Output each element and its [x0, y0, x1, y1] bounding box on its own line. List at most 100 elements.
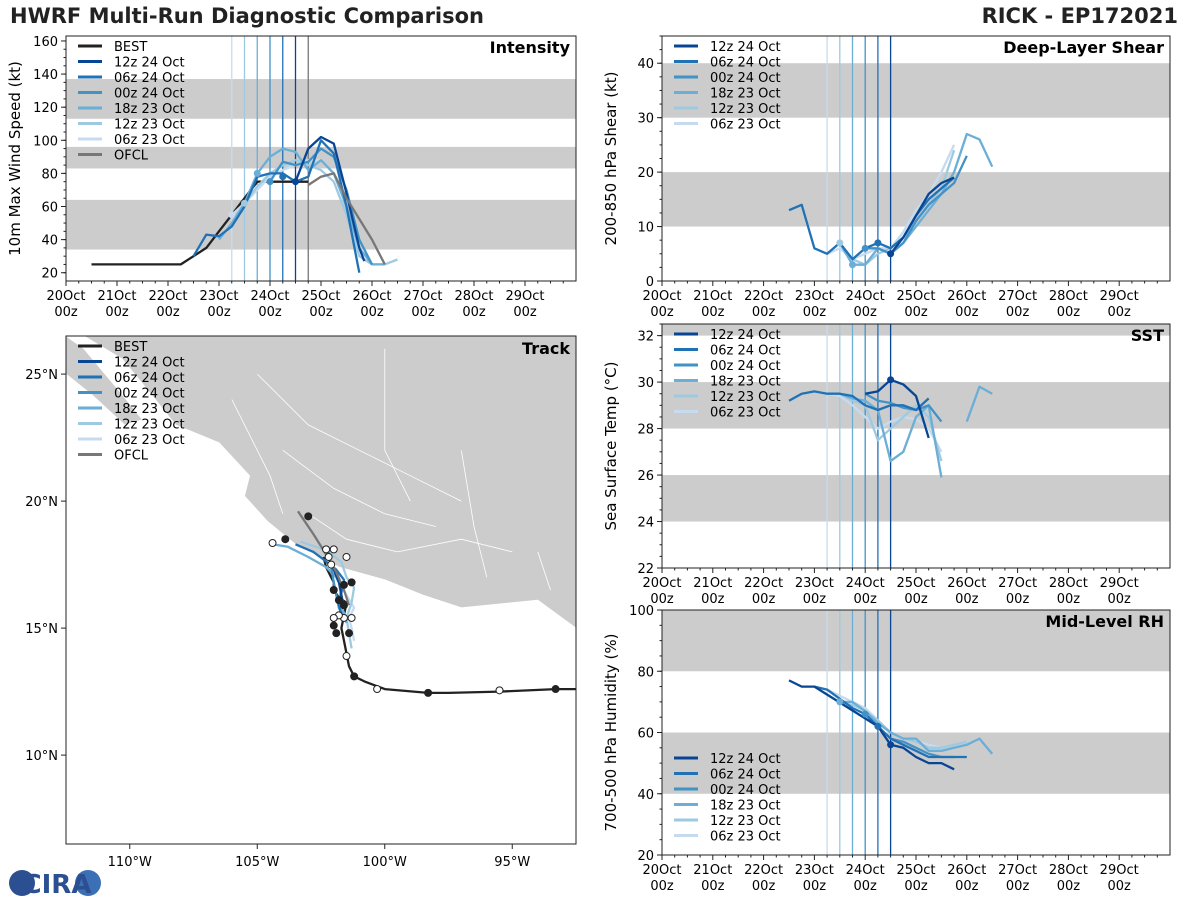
panel-title: Deep-Layer Shear — [1003, 38, 1164, 57]
legend-label: 18z 23 Oct — [114, 102, 185, 117]
x-tick-date: 22Oct — [744, 576, 783, 591]
x-tick-hour: 00z — [701, 592, 725, 607]
x-tick-hour: 00z — [752, 305, 776, 320]
y-tick-label: 160 — [33, 35, 58, 50]
x-tick-hour: 00z — [650, 592, 674, 607]
track-position-marker — [551, 685, 560, 694]
legend-label: 12z 24 Oct — [710, 40, 781, 55]
legend-label: 12z 24 Oct — [114, 356, 185, 371]
legend-label: 12z 23 Oct — [114, 118, 185, 133]
x-tick-date: 23Oct — [795, 863, 834, 878]
x-tick-date: 21Oct — [97, 289, 136, 304]
x-tick-hour: 00z — [1057, 592, 1081, 607]
logo-text: CIRA — [23, 870, 92, 900]
series-line-18z-23-oct — [838, 132, 994, 266]
track-map: 110°W 105°W 100°W 95°W 10°N 15°N 20°N 25°N Track… — [25, 335, 577, 870]
track-position-marker — [334, 596, 343, 605]
y-tick-label: 60 — [637, 727, 654, 742]
init-marker — [836, 698, 844, 706]
x-tick-date: 27Oct — [998, 863, 1037, 878]
y-tick-label: 60 — [41, 201, 58, 216]
threshold-band — [662, 63, 1170, 118]
x-tick-date: 29Oct — [505, 289, 544, 304]
y-tick-label: 28 — [637, 423, 654, 438]
logo-satellite-icon — [75, 870, 101, 896]
state-border — [231, 399, 284, 514]
init-marker — [861, 244, 869, 252]
x-tick-hour: 00z — [1006, 879, 1030, 894]
x-tick-date: 20Oct — [46, 289, 85, 304]
y-tick-label: 40 — [637, 788, 654, 803]
init-marker — [874, 239, 882, 247]
track-position-marker — [324, 552, 333, 561]
legend-label: 18z 23 Oct — [114, 402, 185, 417]
x-tick-date: 20Oct — [642, 863, 681, 878]
track-position-marker — [345, 629, 354, 638]
x-tick-date: 24Oct — [250, 289, 289, 304]
series-line-best — [91, 180, 309, 266]
x-tick-hour: 00z — [1108, 592, 1132, 607]
series-line-12z-24-oct — [788, 679, 955, 771]
track-position-marker — [347, 613, 356, 622]
y-tick-label: 100 — [33, 134, 58, 149]
init-marker — [887, 250, 895, 258]
legend-label: 06z 24 Oct — [710, 344, 781, 359]
y-tick-label: 30 — [637, 112, 654, 127]
y-tick-label: 24 — [637, 516, 654, 531]
x-tick-hour: 00z — [1057, 305, 1081, 320]
legend-label: 00z 24 Oct — [710, 71, 781, 86]
x-tick-hour: 00z — [904, 879, 928, 894]
x-tick-date: 25Oct — [896, 863, 935, 878]
x-tick-date: 25Oct — [301, 289, 340, 304]
y-tick-label: 32 — [637, 330, 654, 345]
track-position-marker — [347, 578, 356, 587]
map-layer — [66, 336, 576, 697]
legend-label: 12z 23 Oct — [710, 390, 781, 405]
panel-title: Mid-Level RH — [1045, 612, 1164, 631]
series-line-00z-24-oct — [865, 155, 968, 255]
track-position-marker — [329, 621, 338, 630]
y-tick-label: 40 — [637, 57, 654, 72]
legend-label: 12z 23 Oct — [710, 814, 781, 829]
x-tick-date: 25Oct — [896, 289, 935, 304]
series-line-00z-24-oct — [269, 147, 374, 265]
legend-label: 12z 23 Oct — [114, 418, 185, 433]
y-tick-label: 30 — [637, 376, 654, 391]
x-tick-date: 28Oct — [1049, 863, 1088, 878]
x-tick-date: 28Oct — [454, 289, 493, 304]
x-tick-hour: 00z — [360, 305, 384, 320]
x-tick-date: 22Oct — [744, 863, 783, 878]
x-tick-date: 22Oct — [744, 289, 783, 304]
legend-label: 12z 23 Oct — [710, 102, 781, 117]
init-marker — [849, 261, 856, 269]
legend-label: 06z 24 Oct — [114, 371, 185, 386]
y-tick-label: 140 — [33, 68, 58, 83]
init-marker — [253, 169, 261, 177]
track-position-marker — [339, 580, 348, 589]
threshold-band — [66, 199, 576, 250]
init-marker — [836, 239, 844, 247]
x-tick-hour: 00z — [803, 592, 827, 607]
lon-tick-label: 105°W — [235, 855, 279, 870]
track-position-marker — [322, 545, 331, 554]
sst-chart: 22242628303220Oct00z21Oct00z22Oct00z23Oc… — [602, 323, 1171, 607]
x-tick-date: 21Oct — [693, 289, 732, 304]
x-tick-hour: 00z — [1006, 305, 1030, 320]
x-tick-hour: 00z — [955, 592, 979, 607]
x-tick-date: 20Oct — [642, 289, 681, 304]
legend-label: 06z 23 Oct — [710, 406, 781, 421]
lon-tick-label: 110°W — [108, 855, 152, 870]
track-position-marker — [329, 586, 338, 594]
y-tick-label: 22 — [637, 562, 654, 577]
lon-tick-label: 95°W — [494, 855, 530, 870]
track-position-marker — [281, 535, 290, 544]
threshold-band — [662, 324, 1170, 336]
track-position-marker — [373, 685, 382, 694]
legend-label: 06z 23 Oct — [710, 830, 781, 845]
x-tick-hour: 00z — [955, 305, 979, 320]
x-tick-hour: 00z — [462, 305, 486, 320]
legend-label: 06z 23 Oct — [710, 118, 781, 133]
lat-tick-label: 10°N — [25, 749, 58, 764]
y-tick-label: 80 — [41, 167, 58, 182]
x-tick-date: 29Oct — [1100, 289, 1139, 304]
